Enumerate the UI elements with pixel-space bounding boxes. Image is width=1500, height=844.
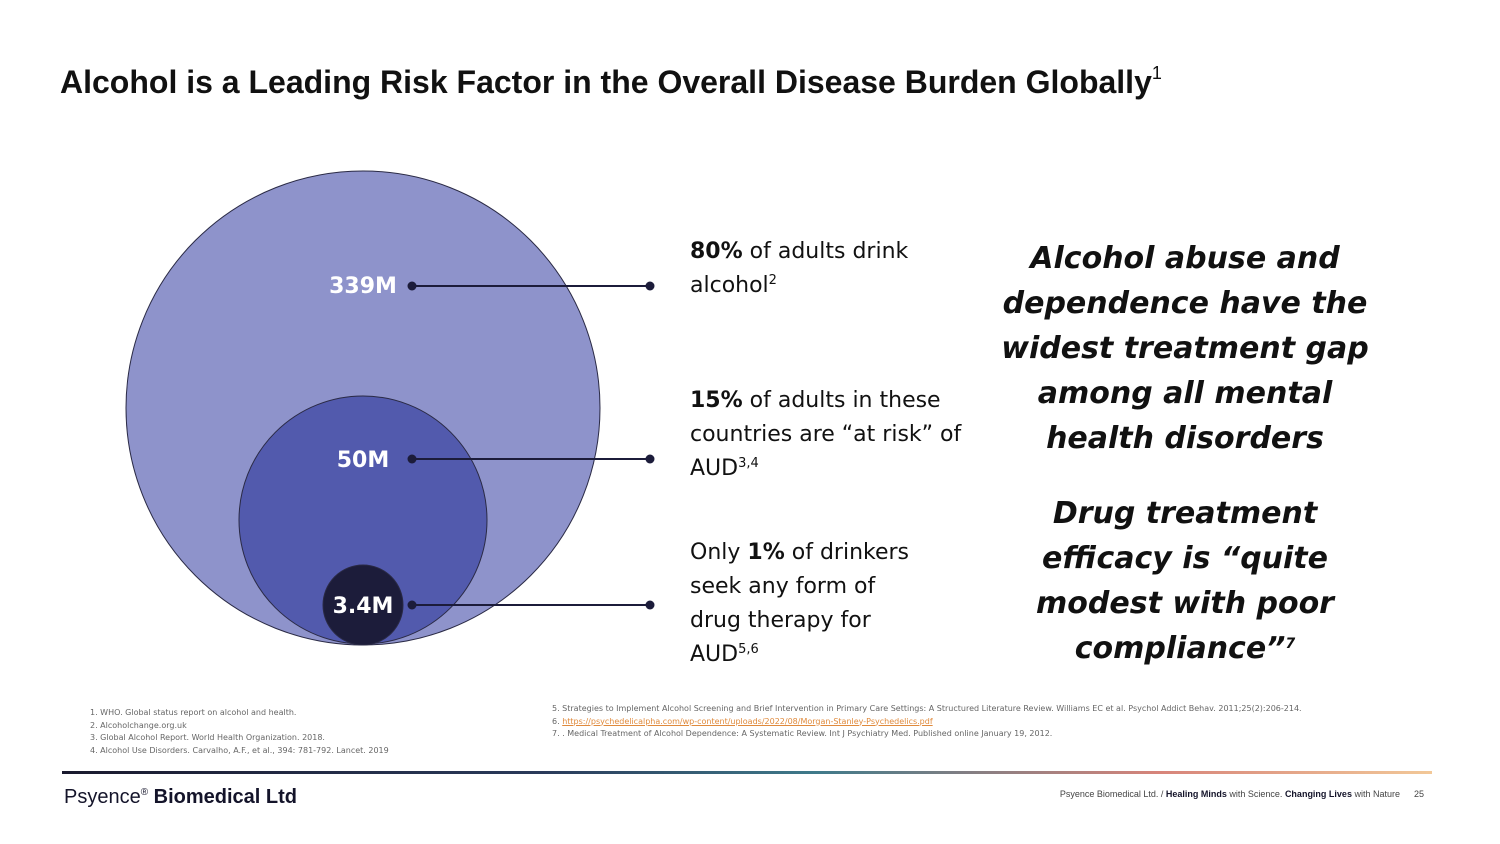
connector-3: [407, 600, 655, 610]
inner-circle-label: 3.4M: [333, 594, 394, 619]
footer-tagline: Psyence Biomedical Ltd. / Healing Minds …: [1059, 789, 1424, 799]
page-number: 25: [1413, 789, 1424, 799]
quote-drug-efficacy: Drug treatment efficacy is “quite modest…: [1036, 496, 1334, 666]
quote-treatment-gap: Alcohol abuse and dependence have the wi…: [1001, 241, 1369, 456]
stat-drinkers: 80% of adults drink alcohol2: [690, 239, 909, 298]
reference-link[interactable]: https://psychedelicalpha.com/wp-content/…: [562, 716, 933, 726]
references-left: 1. WHO. Global status report on alcohol …: [90, 707, 389, 757]
connector-1: [407, 281, 655, 291]
reference-item: 1. WHO. Global status report on alcohol …: [90, 708, 297, 717]
middle-circle-label: 50M: [337, 448, 390, 473]
stat-therapy: Only 1% of drinkers seek any form of dru…: [690, 540, 910, 667]
references-right: 5. Strategies to Implement Alcohol Scree…: [552, 703, 1302, 741]
reference-item: 5. Strategies to Implement Alcohol Scree…: [552, 704, 1302, 713]
connector-2: [407, 454, 655, 464]
reference-item: 2. Alcoholchange.org.uk: [90, 720, 187, 730]
outer-circle-label: 339M: [329, 274, 397, 299]
footer-divider: [62, 771, 1432, 774]
reference-item: 3. Global Alcohol Report. World Health O…: [90, 733, 325, 742]
stat-at-risk: 15% of adults in these countries are “at…: [690, 388, 962, 481]
company-logo: Psyence® Biomedical Ltd: [64, 786, 297, 808]
reference-item: 6. https://psychedelicalpha.com/wp-conte…: [552, 716, 933, 726]
reference-item: 4. Alcohol Use Disorders. Carvalho, A.F.…: [90, 745, 389, 755]
reference-item: 7. . Medical Treatment of Alcohol Depend…: [552, 729, 1053, 738]
inner-circle: [322, 564, 404, 646]
slide-title: Alcohol is a Leading Risk Factor in the …: [60, 63, 1162, 100]
